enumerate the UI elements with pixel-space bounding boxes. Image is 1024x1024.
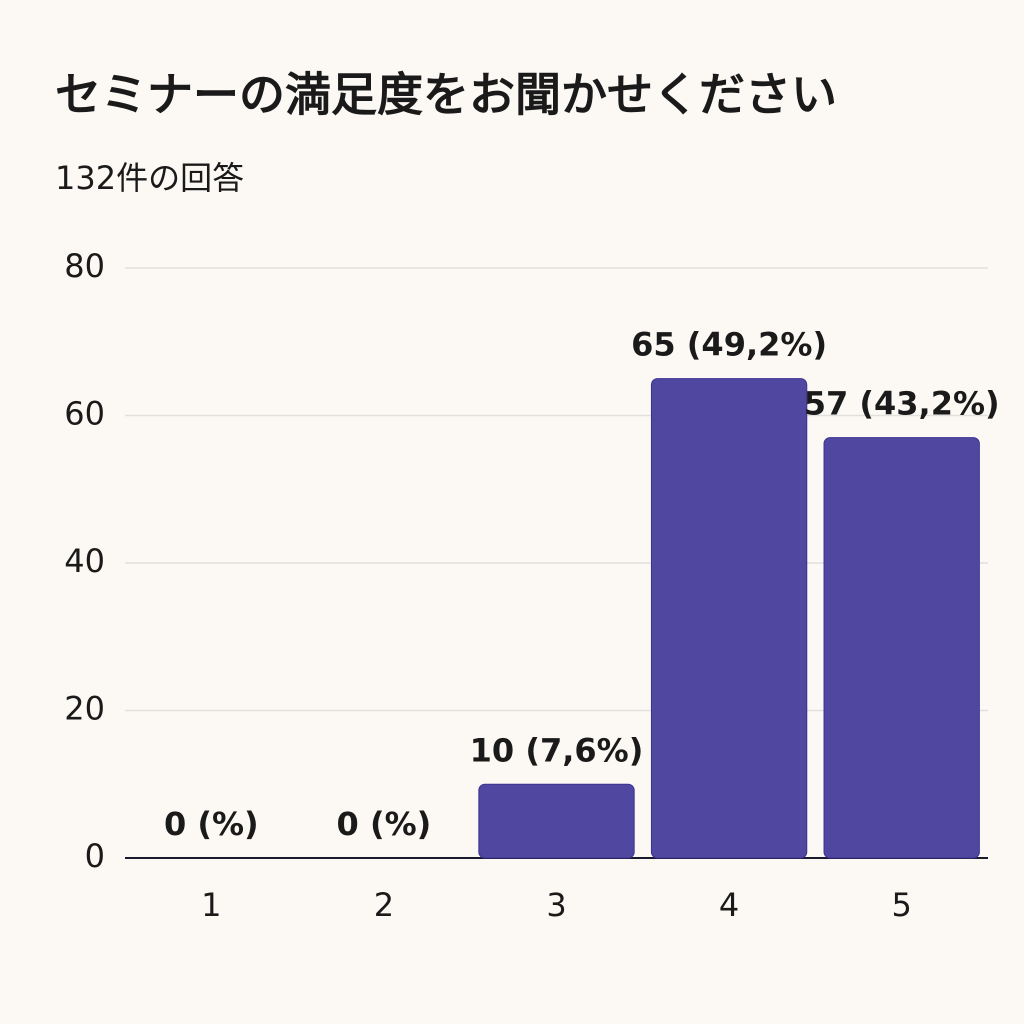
y-tick-label: 0	[85, 837, 105, 875]
bar	[478, 783, 635, 859]
data-label: 0 (%)	[164, 805, 259, 843]
bar	[823, 437, 980, 859]
y-tick-label: 60	[64, 395, 105, 433]
x-tick-label: 3	[546, 886, 566, 924]
data-label: 10 (7,6%)	[470, 731, 644, 769]
chart-subtitle: 132件の回答	[55, 159, 244, 197]
data-label: 65 (49,2%)	[631, 326, 827, 364]
x-tick-label: 4	[719, 886, 739, 924]
chart-title: セミナーの満足度をお聞かせください	[55, 68, 837, 122]
y-tick-label: 40	[64, 542, 105, 580]
data-label: 57 (43,2%)	[804, 385, 1000, 423]
y-tick-label: 80	[64, 247, 105, 285]
data-label: 0 (%)	[337, 805, 432, 843]
y-tick-label: 20	[64, 690, 105, 728]
x-tick-label: 2	[374, 886, 394, 924]
x-tick-label: 1	[201, 886, 221, 924]
bar	[650, 378, 808, 859]
x-tick-label: 5	[892, 886, 912, 924]
